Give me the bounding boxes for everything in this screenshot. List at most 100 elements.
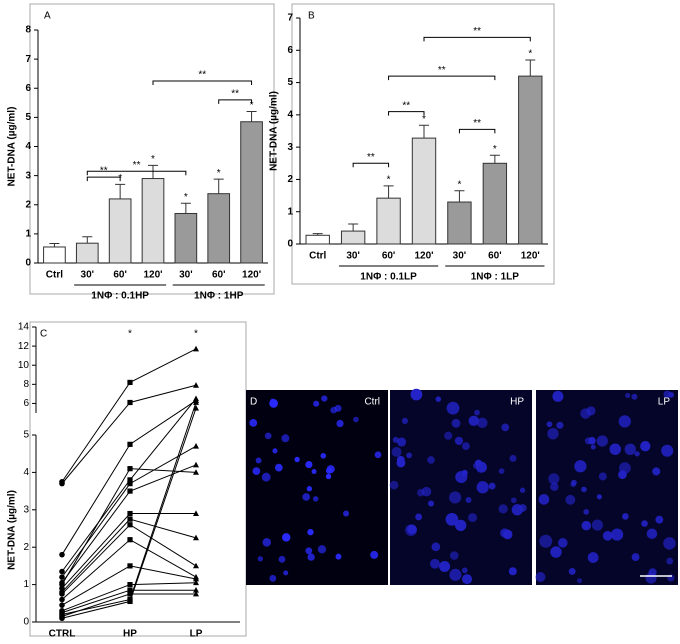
nucleus	[396, 455, 405, 464]
data-point	[127, 488, 133, 494]
bar	[75, 242, 99, 264]
data-point	[127, 563, 133, 569]
y-tick-label: 6	[23, 398, 29, 409]
nucleus	[661, 444, 674, 457]
error-bar	[348, 223, 359, 232]
nucleus	[326, 465, 335, 474]
x-tick-label: 120'	[414, 251, 433, 262]
nucleus	[596, 435, 608, 447]
y-tick-label: 1	[287, 206, 293, 217]
error-bar	[419, 124, 429, 139]
significance-marker: *	[457, 179, 461, 190]
bar	[240, 121, 263, 264]
data-point	[193, 575, 199, 582]
nucleus	[550, 482, 559, 492]
significance-label: **	[367, 152, 375, 163]
nucleus	[618, 415, 631, 428]
group-label: 1NΦ : 0.1LP	[360, 272, 417, 283]
data-point	[127, 441, 133, 447]
nucleus	[431, 542, 441, 552]
nucleus	[547, 428, 559, 440]
data-point	[193, 405, 199, 411]
data-point	[127, 379, 133, 386]
data-point	[59, 611, 65, 618]
nucleus	[261, 472, 271, 482]
significance-bracket	[218, 99, 253, 104]
nucleus	[625, 392, 631, 399]
significance-bracket	[388, 75, 496, 81]
nucleus	[415, 513, 423, 521]
y-tick-label: 8	[23, 379, 29, 390]
y-tick-label: 4	[287, 109, 293, 120]
image-label: HP	[510, 397, 524, 408]
significance-marker: *	[493, 144, 497, 155]
nucleus	[509, 454, 517, 462]
nucleus	[407, 524, 417, 535]
nucleus	[370, 550, 379, 559]
microscopy-image: HP	[389, 388, 532, 585]
significance-label: **	[473, 118, 481, 129]
data-point	[127, 477, 133, 483]
significance-label: **	[231, 89, 239, 100]
nucleus	[565, 494, 576, 505]
nucleus	[307, 528, 314, 536]
nucleus	[262, 538, 272, 547]
x-tick-label: Ctrl	[309, 251, 326, 262]
error-bar	[115, 183, 126, 199]
nucleus	[498, 504, 508, 514]
significance-bracket	[458, 128, 496, 134]
significance-marker: *	[250, 100, 254, 111]
nucleus	[455, 470, 468, 484]
significance-bracket	[86, 176, 121, 182]
error-bar	[489, 154, 500, 164]
data-point	[193, 469, 199, 475]
data-point	[127, 399, 133, 406]
y-tick-label: 6	[287, 45, 293, 56]
bar	[174, 212, 198, 264]
y-tick-label: 14	[18, 322, 30, 333]
nucleus	[583, 509, 590, 515]
nucleus	[634, 451, 640, 457]
x-tick-label: 30'	[453, 251, 467, 262]
panel-label: B	[308, 11, 315, 22]
nucleus	[325, 473, 332, 480]
nucleus	[269, 574, 277, 582]
nucleus	[406, 452, 413, 459]
y-tick-label: 7	[287, 13, 293, 24]
data-point	[127, 587, 133, 593]
significance-label: **	[402, 100, 410, 111]
nucleus	[257, 556, 264, 562]
nucleus	[576, 578, 583, 584]
y-tick-label: 1	[25, 229, 31, 240]
bar	[43, 246, 66, 264]
nucleus	[502, 529, 513, 540]
significance-marker: *	[128, 329, 132, 340]
y-tick-label: 5	[25, 112, 31, 123]
data-point	[127, 522, 133, 528]
panel-label: A	[44, 11, 51, 22]
nucleus	[580, 408, 591, 419]
nucleus	[461, 567, 468, 574]
y-tick-label: 2	[25, 199, 31, 210]
y-tick-label: 3	[287, 142, 293, 153]
nucleus	[281, 434, 290, 443]
data-point	[127, 466, 133, 472]
nucleus	[474, 409, 480, 416]
y-tick-label: 10	[18, 360, 30, 371]
significance-bracket	[388, 111, 425, 116]
nucleus	[596, 494, 602, 500]
significance-label: **	[133, 160, 141, 171]
y-axis-title: NET-DNA (µg/ml)	[269, 91, 280, 171]
x-tick-label: 60'	[382, 251, 396, 262]
bar	[108, 198, 132, 264]
nucleus	[568, 567, 576, 575]
nucleus	[306, 486, 313, 492]
image-label: LP	[658, 397, 671, 408]
error-bar	[246, 111, 257, 122]
data-point	[193, 579, 199, 586]
data-point	[59, 602, 65, 608]
significance-label: **	[473, 26, 481, 37]
nucleus	[610, 528, 624, 541]
data-point	[193, 443, 199, 449]
nucleus	[631, 553, 640, 561]
